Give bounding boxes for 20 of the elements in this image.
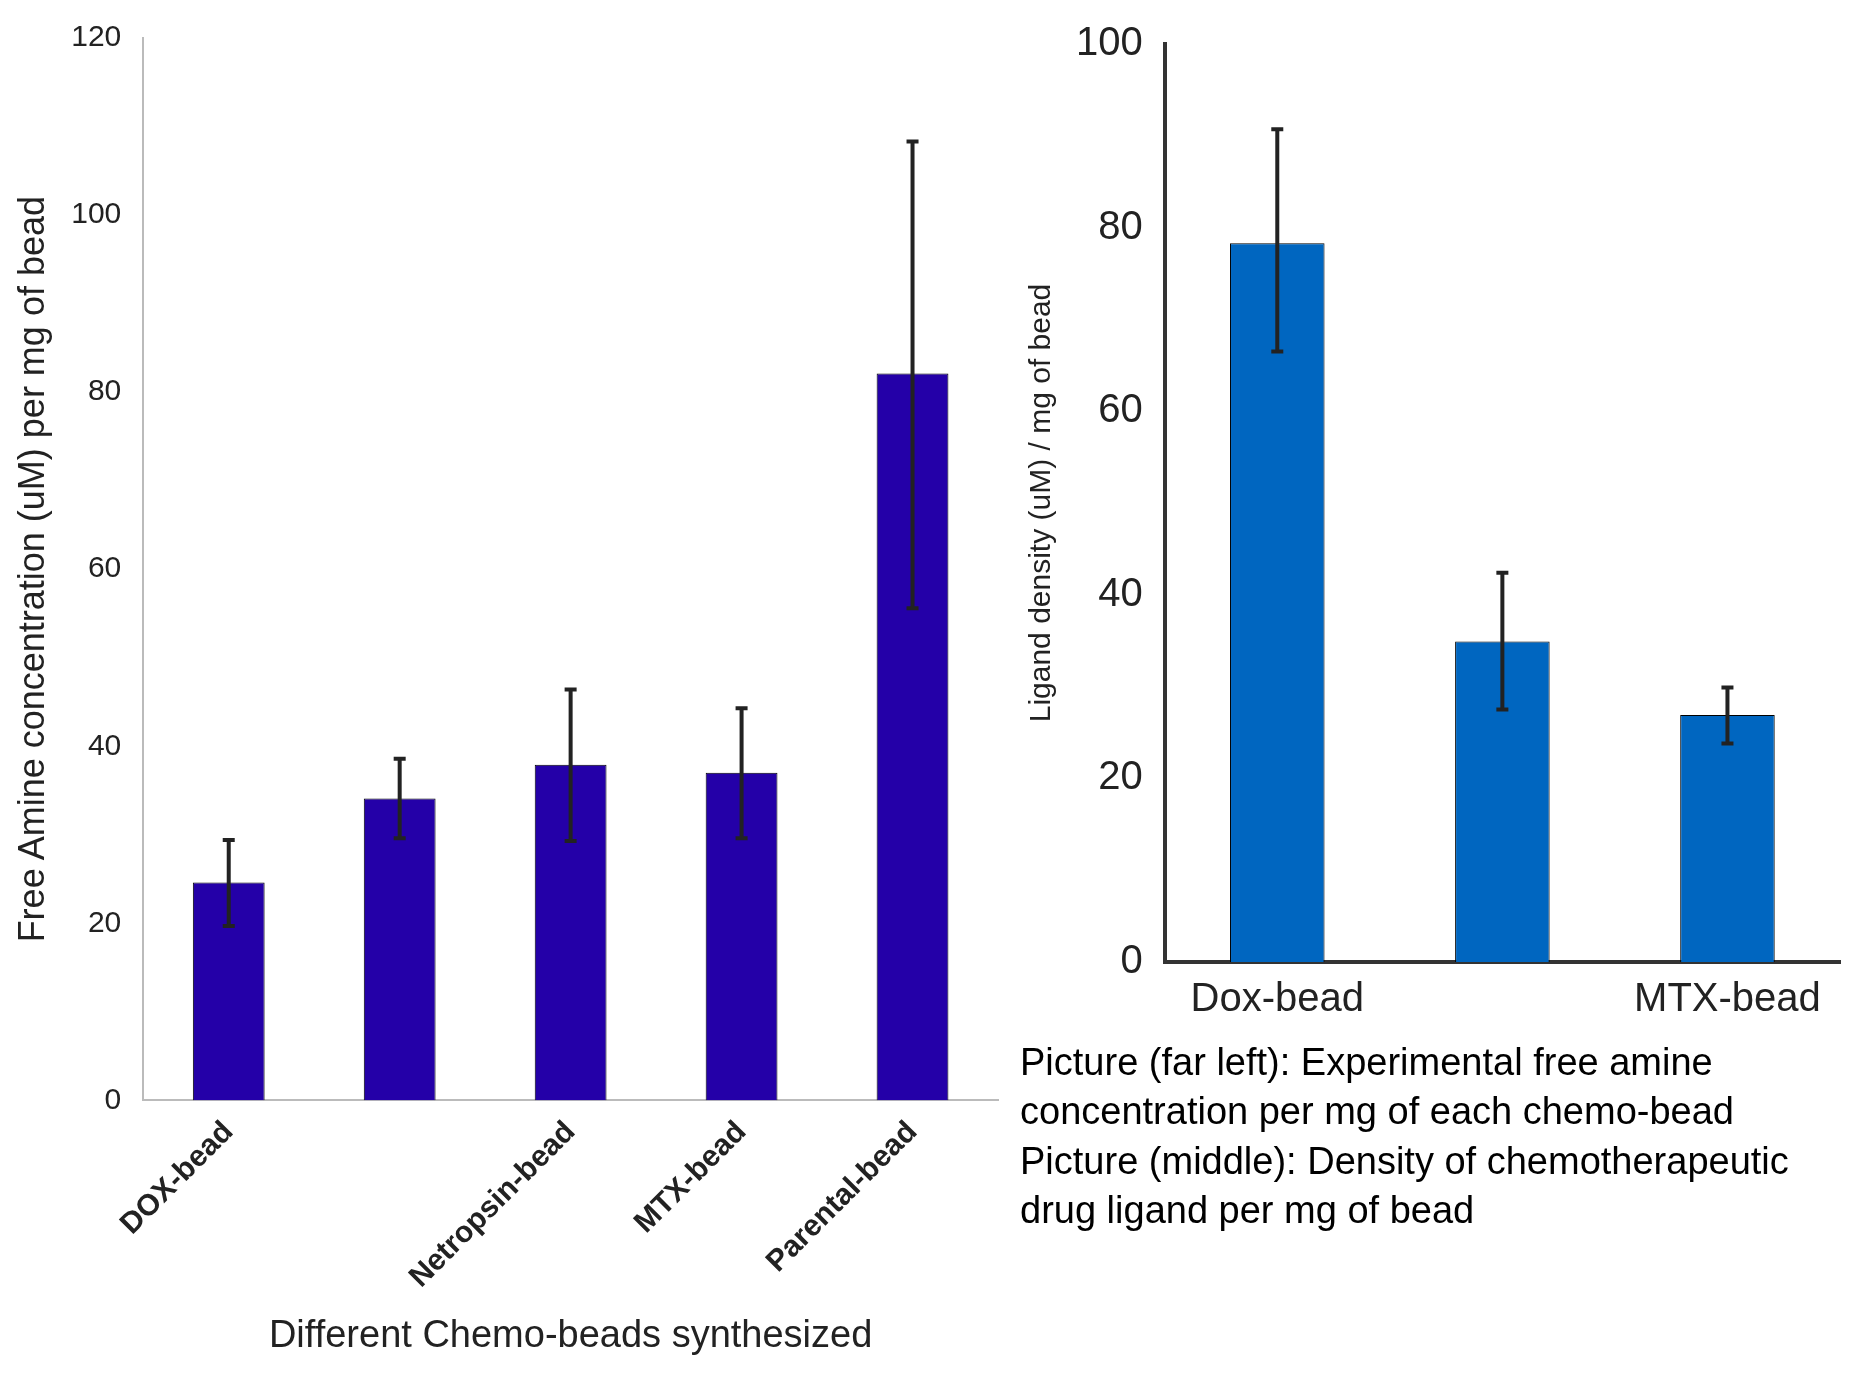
y-tick-label: 0 — [104, 1081, 122, 1115]
y-tick-label: 120 — [71, 19, 122, 53]
text: Picture (far left): Experimental free amine concentration per mg of each chemo-bead — [1020, 1040, 1735, 1135]
y-tick-label: 40 — [1098, 569, 1143, 614]
y-tick-label: 100 — [1075, 19, 1143, 64]
y-axis-title: Ligand density (uM) / mg of bead — [1023, 283, 1057, 723]
y-tick-label: 20 — [1098, 753, 1143, 798]
y-tick-label: 80 — [87, 373, 122, 407]
y-tick-label: 60 — [1098, 386, 1143, 431]
y-tick-label: 20 — [87, 904, 122, 938]
x-tick-label: Dox-bead — [1190, 975, 1364, 1020]
y-axis-title: Free Amine concentration (uM) per mg of bead — [10, 196, 52, 943]
text: Picture (middle): Density of chemotherapeutic drug ligand per mg of bead — [1020, 1138, 1790, 1234]
y-tick-label: 100 — [71, 196, 122, 230]
y-tick-label: 40 — [87, 727, 122, 761]
y-tick-label: 0 — [1120, 937, 1143, 982]
x-tick-label: MTX-bead — [1634, 975, 1821, 1020]
y-tick-label: 60 — [87, 550, 122, 584]
x-axis-title: Different Chemo-beads synthesized — [268, 1312, 873, 1355]
y-tick-label: 80 — [1098, 202, 1143, 247]
